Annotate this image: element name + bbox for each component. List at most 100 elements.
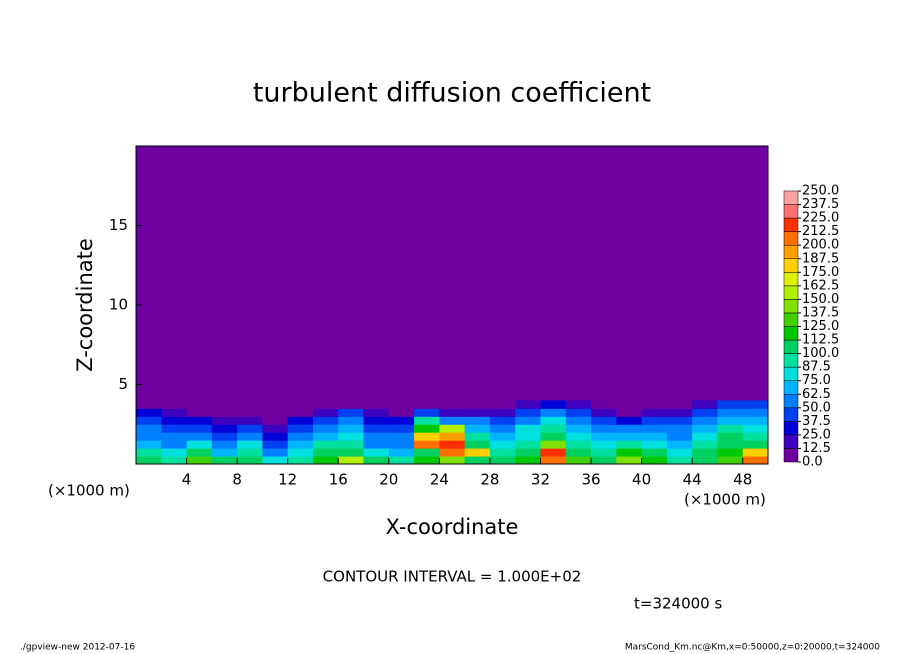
field-cell: [692, 400, 718, 409]
field-cell: [742, 432, 769, 441]
field-cell: [211, 424, 238, 433]
colorbar-label: 112.5: [802, 333, 839, 348]
field-cell: [262, 400, 289, 409]
field-cell: [692, 456, 718, 465]
field-cell: [742, 424, 769, 433]
field-cell: [312, 400, 339, 409]
field-cell: [237, 416, 263, 425]
field-cell: [565, 416, 592, 425]
field-cell: [489, 416, 516, 425]
field-cell: [641, 456, 668, 465]
field-cell: [287, 448, 314, 457]
colorbar-label: 12.5: [802, 441, 831, 456]
x-unit: (×1000 m): [684, 491, 766, 509]
contour-interval: CONTOUR INTERVAL = 1.000E+02: [323, 568, 582, 586]
field-cell: [540, 432, 567, 441]
field-cell: [136, 448, 162, 457]
field-cell: [565, 456, 592, 465]
colorbar-bin: [783, 353, 799, 368]
field-cell: [641, 400, 668, 409]
field-cell: [515, 400, 541, 409]
colorbar-bin: [783, 448, 799, 463]
field-cell: [414, 440, 440, 449]
field-cell: [641, 424, 668, 433]
colorbar-label: 50.0: [802, 400, 831, 415]
field-cell: [211, 416, 238, 425]
field-cell: [414, 432, 440, 441]
field-cell: [338, 432, 365, 441]
field-cell: [136, 440, 162, 449]
field-cell: [262, 424, 289, 433]
colorbar-label: 150.0: [802, 292, 839, 307]
field-cell: [565, 424, 592, 433]
field-cell: [540, 456, 567, 465]
field-cell: [136, 416, 162, 425]
field-cell: [742, 416, 769, 425]
field-cell: [666, 408, 693, 417]
colorbar-bin: [783, 394, 799, 409]
x-tick-label: 12: [278, 471, 297, 489]
field-cell: [692, 408, 718, 417]
field-cell: [211, 400, 238, 409]
field-cell: [388, 400, 415, 409]
field-cell: [338, 456, 365, 465]
field-cell: [414, 408, 440, 417]
field-cell: [489, 440, 516, 449]
field-cell: [742, 408, 769, 417]
field-cell: [262, 440, 289, 449]
field-cell: [717, 432, 744, 441]
field-cell: [211, 408, 238, 417]
field-cell: [186, 456, 213, 465]
field-cell: [363, 448, 390, 457]
field-cell: [312, 416, 339, 425]
colorbar-bin: [783, 190, 799, 205]
field-cell: [666, 400, 693, 409]
field-cell: [262, 448, 289, 457]
field-cell: [616, 432, 643, 441]
field-cell: [136, 456, 162, 465]
field-cell: [540, 424, 567, 433]
field-cell: [464, 440, 491, 449]
field-cell: [161, 456, 188, 465]
field-cell: [515, 448, 541, 457]
field-cell: [540, 416, 567, 425]
field-cell: [186, 408, 213, 417]
field-cell: [363, 456, 390, 465]
field-cell: [363, 440, 390, 449]
field-cell: [565, 432, 592, 441]
field-cell: [515, 416, 541, 425]
field-cell: [616, 416, 643, 425]
field-cell: [237, 424, 263, 433]
field-cell: [312, 432, 339, 441]
field-cell: [262, 432, 289, 441]
footer: ./gpview-new 2012-07-16: [20, 643, 135, 653]
field-cell: [312, 408, 339, 417]
field-cell: [338, 400, 365, 409]
field-cell: [414, 400, 440, 409]
y-tick-label: 10: [109, 296, 128, 314]
field-cell: [742, 400, 769, 409]
field-cell: [489, 408, 516, 417]
field-cell: [363, 408, 390, 417]
x-tick-label: 48: [733, 471, 752, 489]
field-cell: [717, 448, 744, 457]
colorbar-label: 87.5: [802, 360, 831, 375]
field-cell: [388, 424, 415, 433]
colorbar-label: 100.0: [802, 346, 839, 361]
field-cell: [237, 408, 263, 417]
x-tick-label: 16: [329, 471, 348, 489]
field-cell: [591, 408, 617, 417]
field-cell: [161, 448, 188, 457]
colorbar-bin: [783, 299, 799, 314]
field-cell: [641, 408, 668, 417]
field-cell: [692, 448, 718, 457]
field-cell: [363, 400, 390, 409]
field-cell: [464, 400, 491, 409]
field-cell: [439, 408, 466, 417]
colorbar-bin: [783, 244, 799, 259]
field-cell: [414, 456, 440, 465]
field-cell: [616, 408, 643, 417]
x-tick-label: 8: [232, 471, 242, 489]
field-cell: [464, 416, 491, 425]
